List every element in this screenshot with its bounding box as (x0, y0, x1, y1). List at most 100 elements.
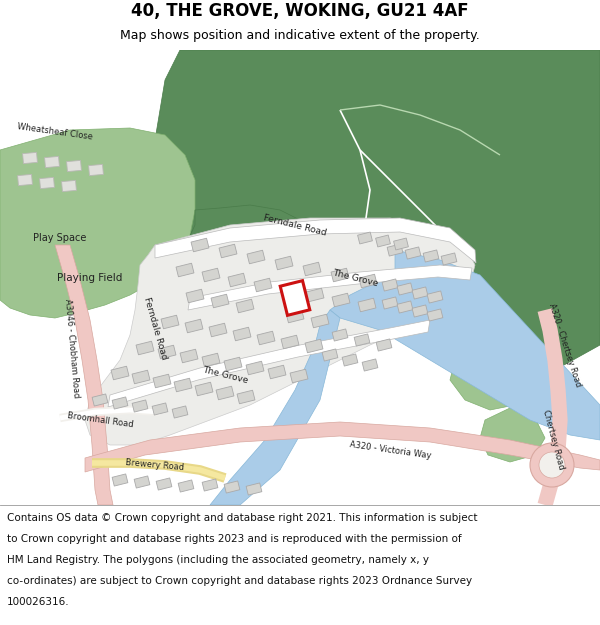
Polygon shape (247, 250, 265, 264)
Text: Map shows position and indicative extent of the property.: Map shows position and indicative extent… (120, 29, 480, 42)
Polygon shape (358, 298, 376, 312)
Polygon shape (108, 320, 430, 407)
Polygon shape (281, 335, 299, 349)
Polygon shape (136, 341, 154, 355)
Polygon shape (394, 238, 409, 250)
Polygon shape (17, 174, 32, 186)
Polygon shape (174, 378, 192, 392)
Polygon shape (186, 289, 204, 302)
Circle shape (539, 452, 565, 478)
Text: Contains OS data © Crown copyright and database right 2021. This information is : Contains OS data © Crown copyright and d… (7, 513, 478, 523)
Polygon shape (441, 253, 457, 265)
Polygon shape (280, 281, 310, 316)
Polygon shape (211, 294, 229, 308)
Polygon shape (311, 314, 329, 328)
Text: 40, THE GROVE, WOKING, GU21 4AF: 40, THE GROVE, WOKING, GU21 4AF (131, 2, 469, 20)
Polygon shape (210, 310, 340, 505)
Polygon shape (423, 250, 439, 262)
Polygon shape (412, 305, 428, 317)
Text: Playing Field: Playing Field (58, 273, 122, 283)
Polygon shape (202, 268, 220, 282)
Polygon shape (155, 218, 476, 263)
Text: Broomhall Road: Broomhall Road (67, 411, 134, 429)
Polygon shape (382, 279, 398, 291)
Polygon shape (150, 50, 600, 390)
Polygon shape (195, 382, 213, 396)
Text: Chertsey Road: Chertsey Road (541, 409, 565, 471)
Text: A320 - Victoria Way: A320 - Victoria Way (349, 440, 431, 460)
Polygon shape (332, 293, 350, 307)
Polygon shape (376, 235, 391, 247)
Polygon shape (387, 244, 403, 256)
Polygon shape (55, 245, 113, 505)
Polygon shape (224, 481, 240, 493)
Polygon shape (152, 403, 168, 415)
Polygon shape (246, 483, 262, 495)
Polygon shape (132, 400, 148, 412)
Polygon shape (178, 480, 194, 492)
Polygon shape (237, 390, 255, 404)
Text: A3046 - Chobham Road: A3046 - Chobham Road (63, 298, 81, 398)
Circle shape (530, 443, 574, 487)
Polygon shape (188, 205, 310, 265)
Text: Brewery Road: Brewery Road (125, 458, 185, 472)
Polygon shape (362, 359, 378, 371)
Polygon shape (382, 297, 398, 309)
Text: The Grove: The Grove (201, 365, 249, 385)
Polygon shape (412, 287, 428, 299)
Polygon shape (236, 299, 254, 312)
Polygon shape (202, 353, 220, 367)
Text: Wheatsheaf Close: Wheatsheaf Close (17, 122, 93, 142)
Polygon shape (209, 323, 227, 337)
Text: co-ordinates) are subject to Crown copyright and database rights 2023 Ordnance S: co-ordinates) are subject to Crown copyr… (7, 576, 472, 586)
Text: The Grove: The Grove (331, 268, 379, 288)
Text: Play Space: Play Space (34, 233, 86, 243)
Polygon shape (305, 339, 323, 352)
Text: to Crown copyright and database rights 2023 and is reproduced with the permissio: to Crown copyright and database rights 2… (7, 534, 462, 544)
Polygon shape (359, 274, 377, 288)
Polygon shape (111, 366, 129, 380)
Polygon shape (354, 334, 370, 346)
Polygon shape (358, 232, 373, 244)
Polygon shape (480, 408, 545, 462)
Polygon shape (172, 406, 188, 418)
Polygon shape (450, 345, 530, 410)
Polygon shape (191, 238, 209, 252)
Polygon shape (180, 349, 198, 362)
Polygon shape (156, 478, 172, 490)
Polygon shape (216, 386, 234, 400)
Polygon shape (67, 161, 82, 172)
Polygon shape (342, 354, 358, 366)
Polygon shape (330, 250, 600, 440)
Text: Ferndale Road: Ferndale Road (142, 296, 168, 360)
Text: A320 - Chertsey Road: A320 - Chertsey Road (547, 302, 583, 388)
Polygon shape (132, 370, 150, 384)
Polygon shape (153, 374, 171, 388)
Polygon shape (224, 357, 242, 371)
Polygon shape (257, 331, 275, 345)
Polygon shape (228, 273, 246, 287)
Polygon shape (158, 345, 176, 359)
Polygon shape (40, 177, 55, 189)
Polygon shape (85, 422, 600, 472)
Polygon shape (188, 265, 472, 310)
Polygon shape (397, 283, 413, 295)
Polygon shape (286, 309, 304, 322)
Text: 100026316.: 100026316. (7, 598, 70, 608)
Polygon shape (306, 288, 324, 302)
Text: HM Land Registry. The polygons (including the associated geometry, namely x, y: HM Land Registry. The polygons (includin… (7, 556, 429, 566)
Text: Ferndale Road: Ferndale Road (263, 213, 328, 237)
Polygon shape (176, 263, 194, 277)
Polygon shape (322, 349, 338, 361)
Polygon shape (202, 479, 218, 491)
Polygon shape (290, 369, 308, 382)
Polygon shape (219, 244, 237, 258)
Polygon shape (134, 476, 150, 488)
Polygon shape (44, 156, 59, 168)
Polygon shape (185, 319, 203, 332)
Polygon shape (332, 329, 348, 341)
Polygon shape (92, 394, 108, 406)
Polygon shape (268, 365, 286, 379)
Polygon shape (62, 181, 76, 192)
Polygon shape (85, 218, 475, 445)
